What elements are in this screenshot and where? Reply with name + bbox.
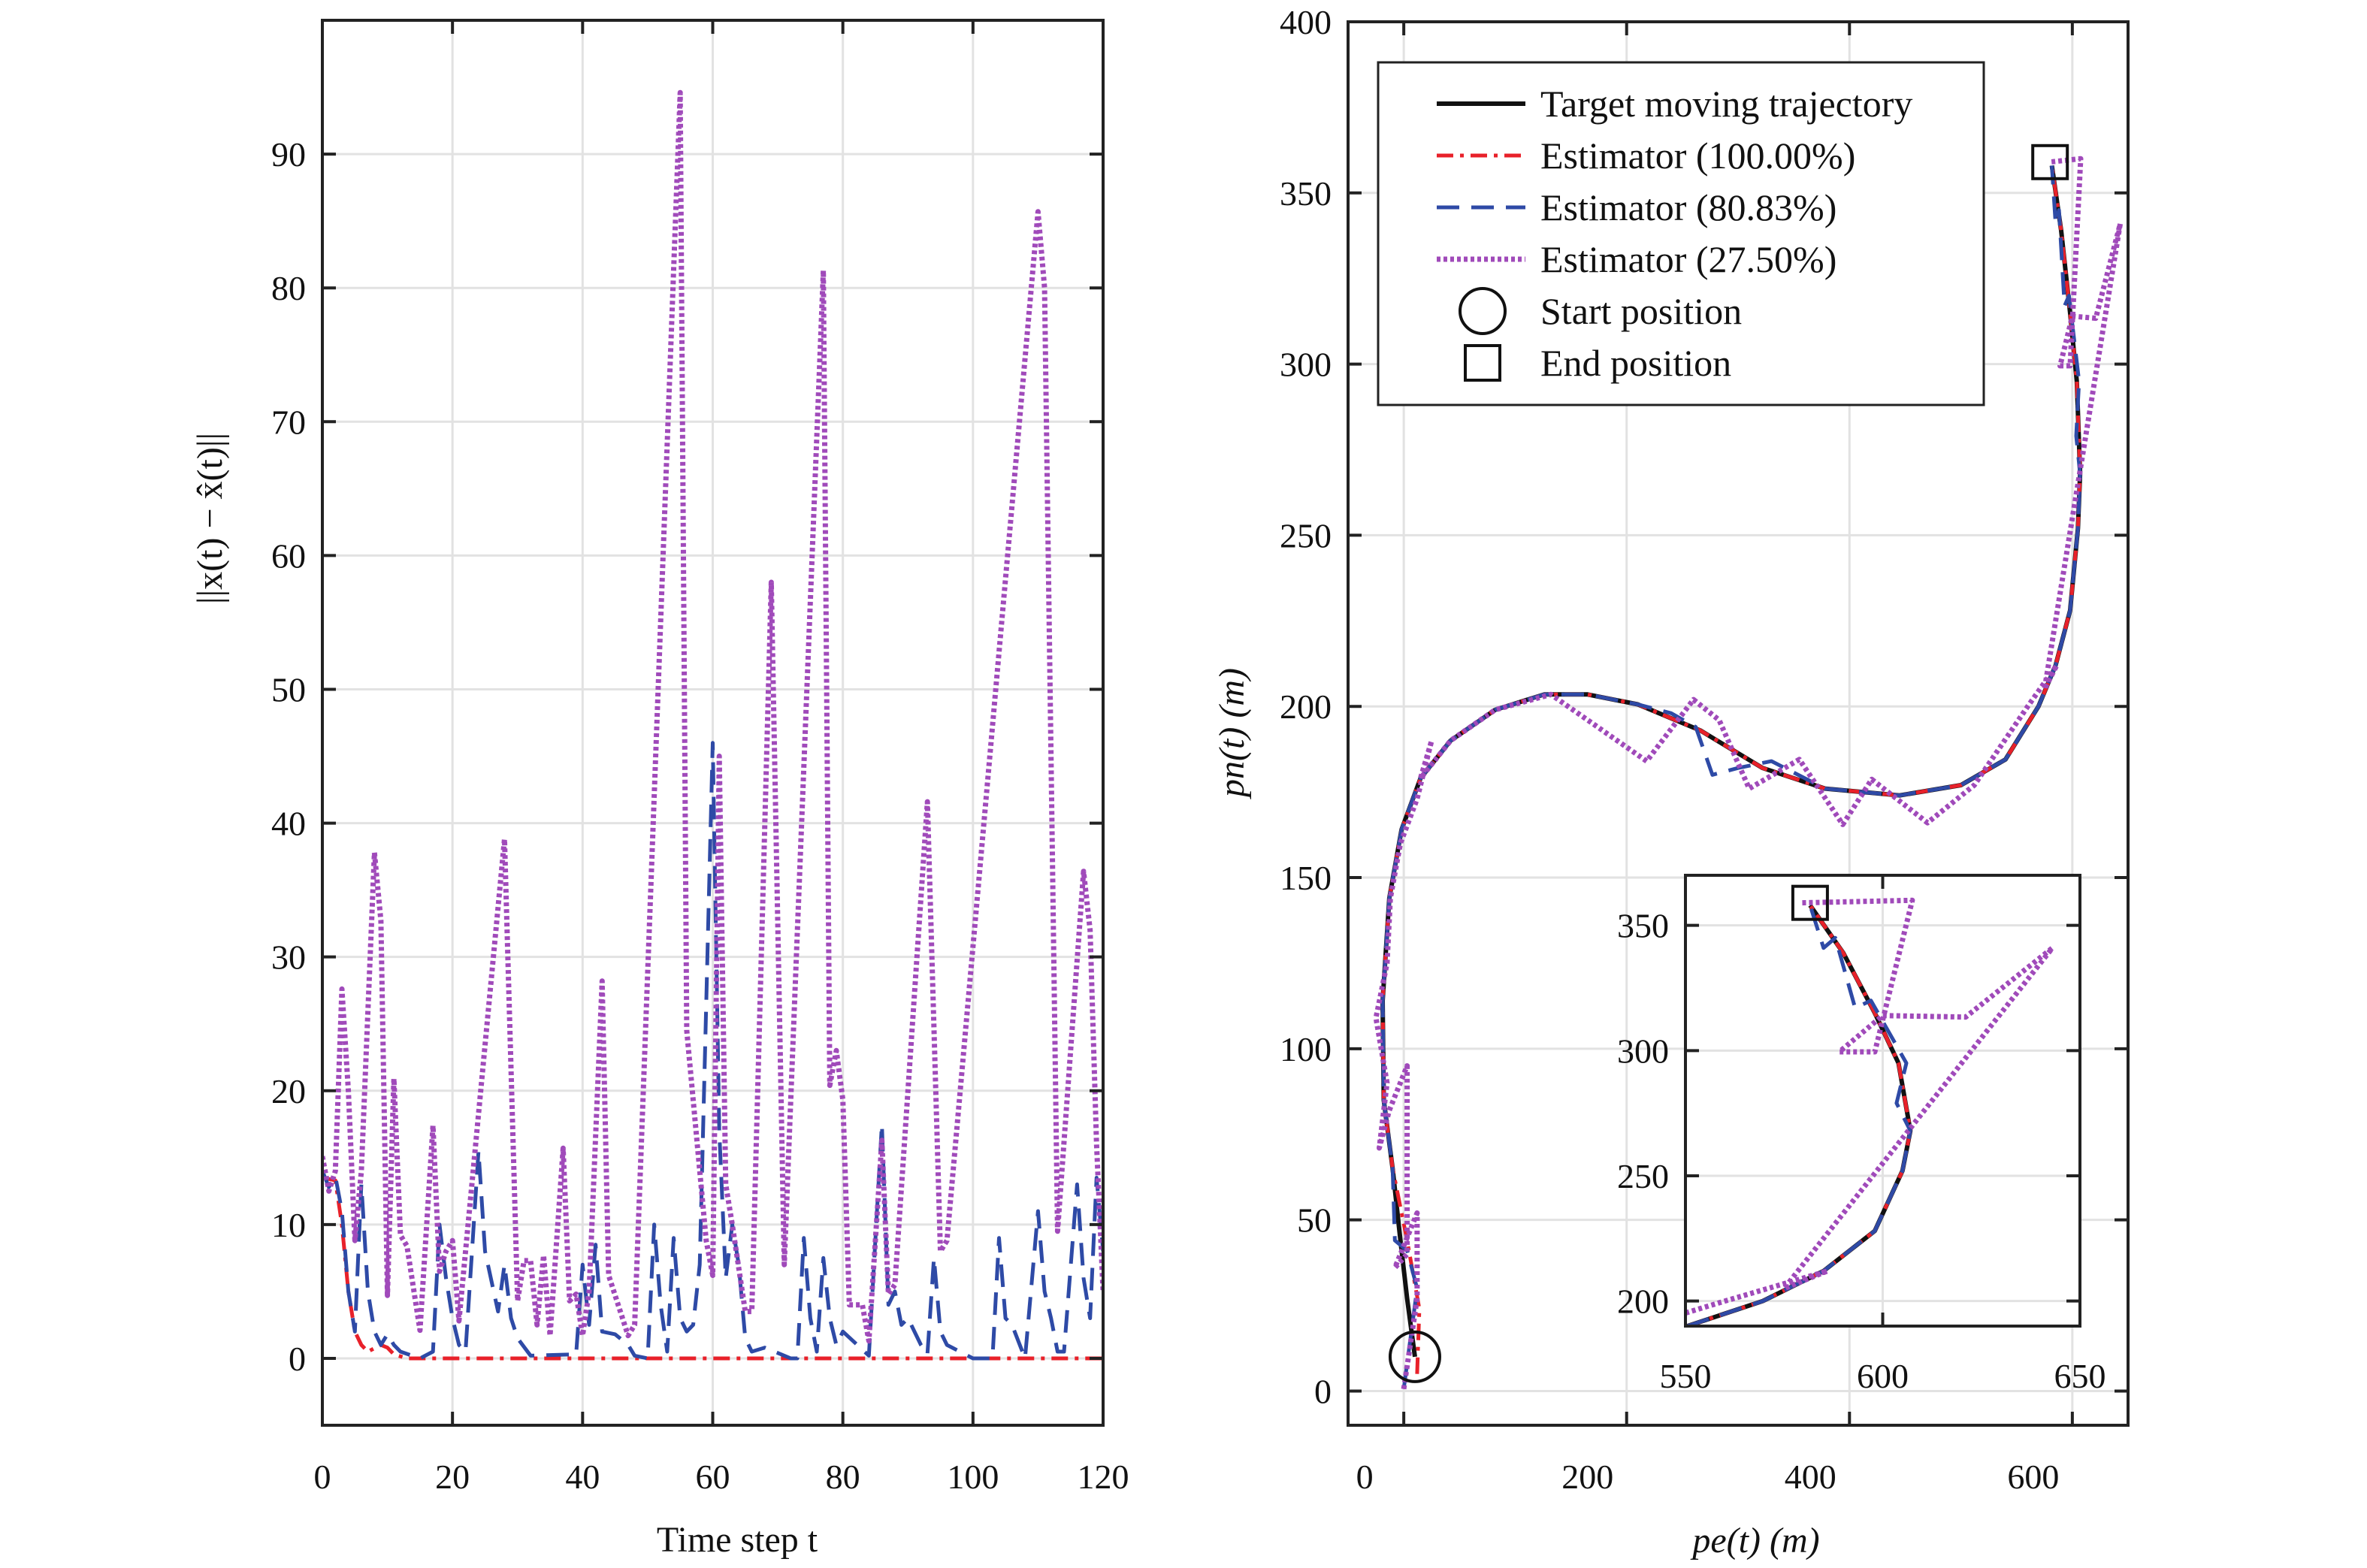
series-group	[322, 89, 1103, 1361]
y-tick-label: 200	[1280, 687, 1332, 726]
series-line-estimator-27-50-	[1685, 897, 2055, 1316]
series-line-estimator-80-83-	[1380, 165, 2082, 1390]
y-tick-label: 400	[1280, 3, 1332, 41]
left-error-plot: 0 20 40 60 80 100 120 0 10 20 30 40 50 60 70 80 90	[271, 19, 1129, 1496]
y-tick-label: 250	[1617, 1157, 1669, 1195]
x-tick-label: 550	[1660, 1357, 1712, 1395]
x-tick-label: 60	[696, 1458, 730, 1496]
x-tick-label: 20	[435, 1458, 470, 1496]
x-tick-label: 600	[2007, 1458, 2059, 1496]
y-tick-label: 250	[1280, 516, 1332, 554]
y-tick-label: 60	[271, 536, 306, 575]
legend-entry-label: End position	[1540, 342, 1731, 384]
y-tick-label: 30	[271, 938, 306, 977]
axes-frame	[1347, 20, 2130, 1427]
x-tick-label: 200	[1561, 1458, 1613, 1496]
series-line-estimator-2	[322, 89, 1103, 1344]
y-tick-label: 70	[271, 403, 306, 441]
x-tick-label: 80	[826, 1458, 860, 1496]
y-tick-label: 0	[289, 1340, 306, 1378]
left-x-axis-label: Time step t	[657, 1520, 818, 1560]
y-tick-label: 50	[1297, 1201, 1332, 1240]
y-tick-label: 40	[271, 805, 306, 843]
right-x-axis-label: pe(t) (m)	[1690, 1521, 1819, 1560]
y-tick-label: 10	[271, 1206, 306, 1244]
x-tick-label: 0	[314, 1458, 331, 1496]
legend-entry-label: Estimator (100.00%)	[1540, 134, 1855, 177]
x-tick-label: 40	[565, 1458, 600, 1496]
x-tick-label: 0	[1356, 1458, 1374, 1496]
series-line-estimator-0	[322, 1176, 1103, 1361]
x-tick-label: 600	[1857, 1357, 1909, 1395]
left-y-axis-label: ||x(t) − x̂(t)||	[190, 433, 230, 604]
y-tick-label: 350	[1280, 174, 1332, 213]
y-tick-label: 100	[1280, 1030, 1332, 1068]
legend: Target moving trajectory Estimator (100.0…	[1377, 61, 1985, 406]
legend-entry-label: Estimator (80.83%)	[1540, 186, 1836, 228]
x-tick-label: 120	[1078, 1458, 1129, 1496]
y-tick-label: 0	[1314, 1372, 1332, 1410]
y-tick-label: 200	[1617, 1282, 1669, 1321]
inset-zoom-plot: 550 600 650 200 250 300 350	[1617, 874, 2106, 1395]
y-tick-label: 300	[1617, 1032, 1669, 1070]
legend-circle-icon	[1459, 287, 1507, 335]
y-tick-label: 300	[1280, 346, 1332, 384]
end-position-marker	[1791, 884, 1829, 921]
x-tick-label: 650	[2054, 1357, 2106, 1395]
legend-box	[1377, 61, 1985, 406]
end-position-marker	[2031, 144, 2069, 180]
y-tick-label: 150	[1280, 859, 1332, 897]
right-y-axis-label: pn(t) (m)	[1212, 668, 1252, 799]
legend-entry-label: Start position	[1540, 290, 1742, 332]
y-tick-label: 350	[1617, 907, 1669, 945]
start-position-marker	[1388, 1330, 1441, 1383]
legend-entry-label: Estimator (27.50%)	[1540, 238, 1836, 280]
y-tick-label: 90	[271, 135, 306, 174]
series-group	[1373, 156, 2124, 1390]
legend-entry-label: Target moving trajectory	[1540, 83, 1912, 125]
y-tick-label: 50	[271, 670, 306, 708]
y-tick-label: 80	[271, 269, 306, 307]
x-tick-label: 400	[1785, 1458, 1836, 1496]
series-group	[1685, 897, 2055, 1326]
series-line-estimator-27-50-	[1373, 156, 2124, 1390]
y-tick-label: 20	[271, 1072, 306, 1110]
legend-square-icon	[1464, 344, 1501, 382]
x-tick-label: 100	[947, 1458, 999, 1496]
